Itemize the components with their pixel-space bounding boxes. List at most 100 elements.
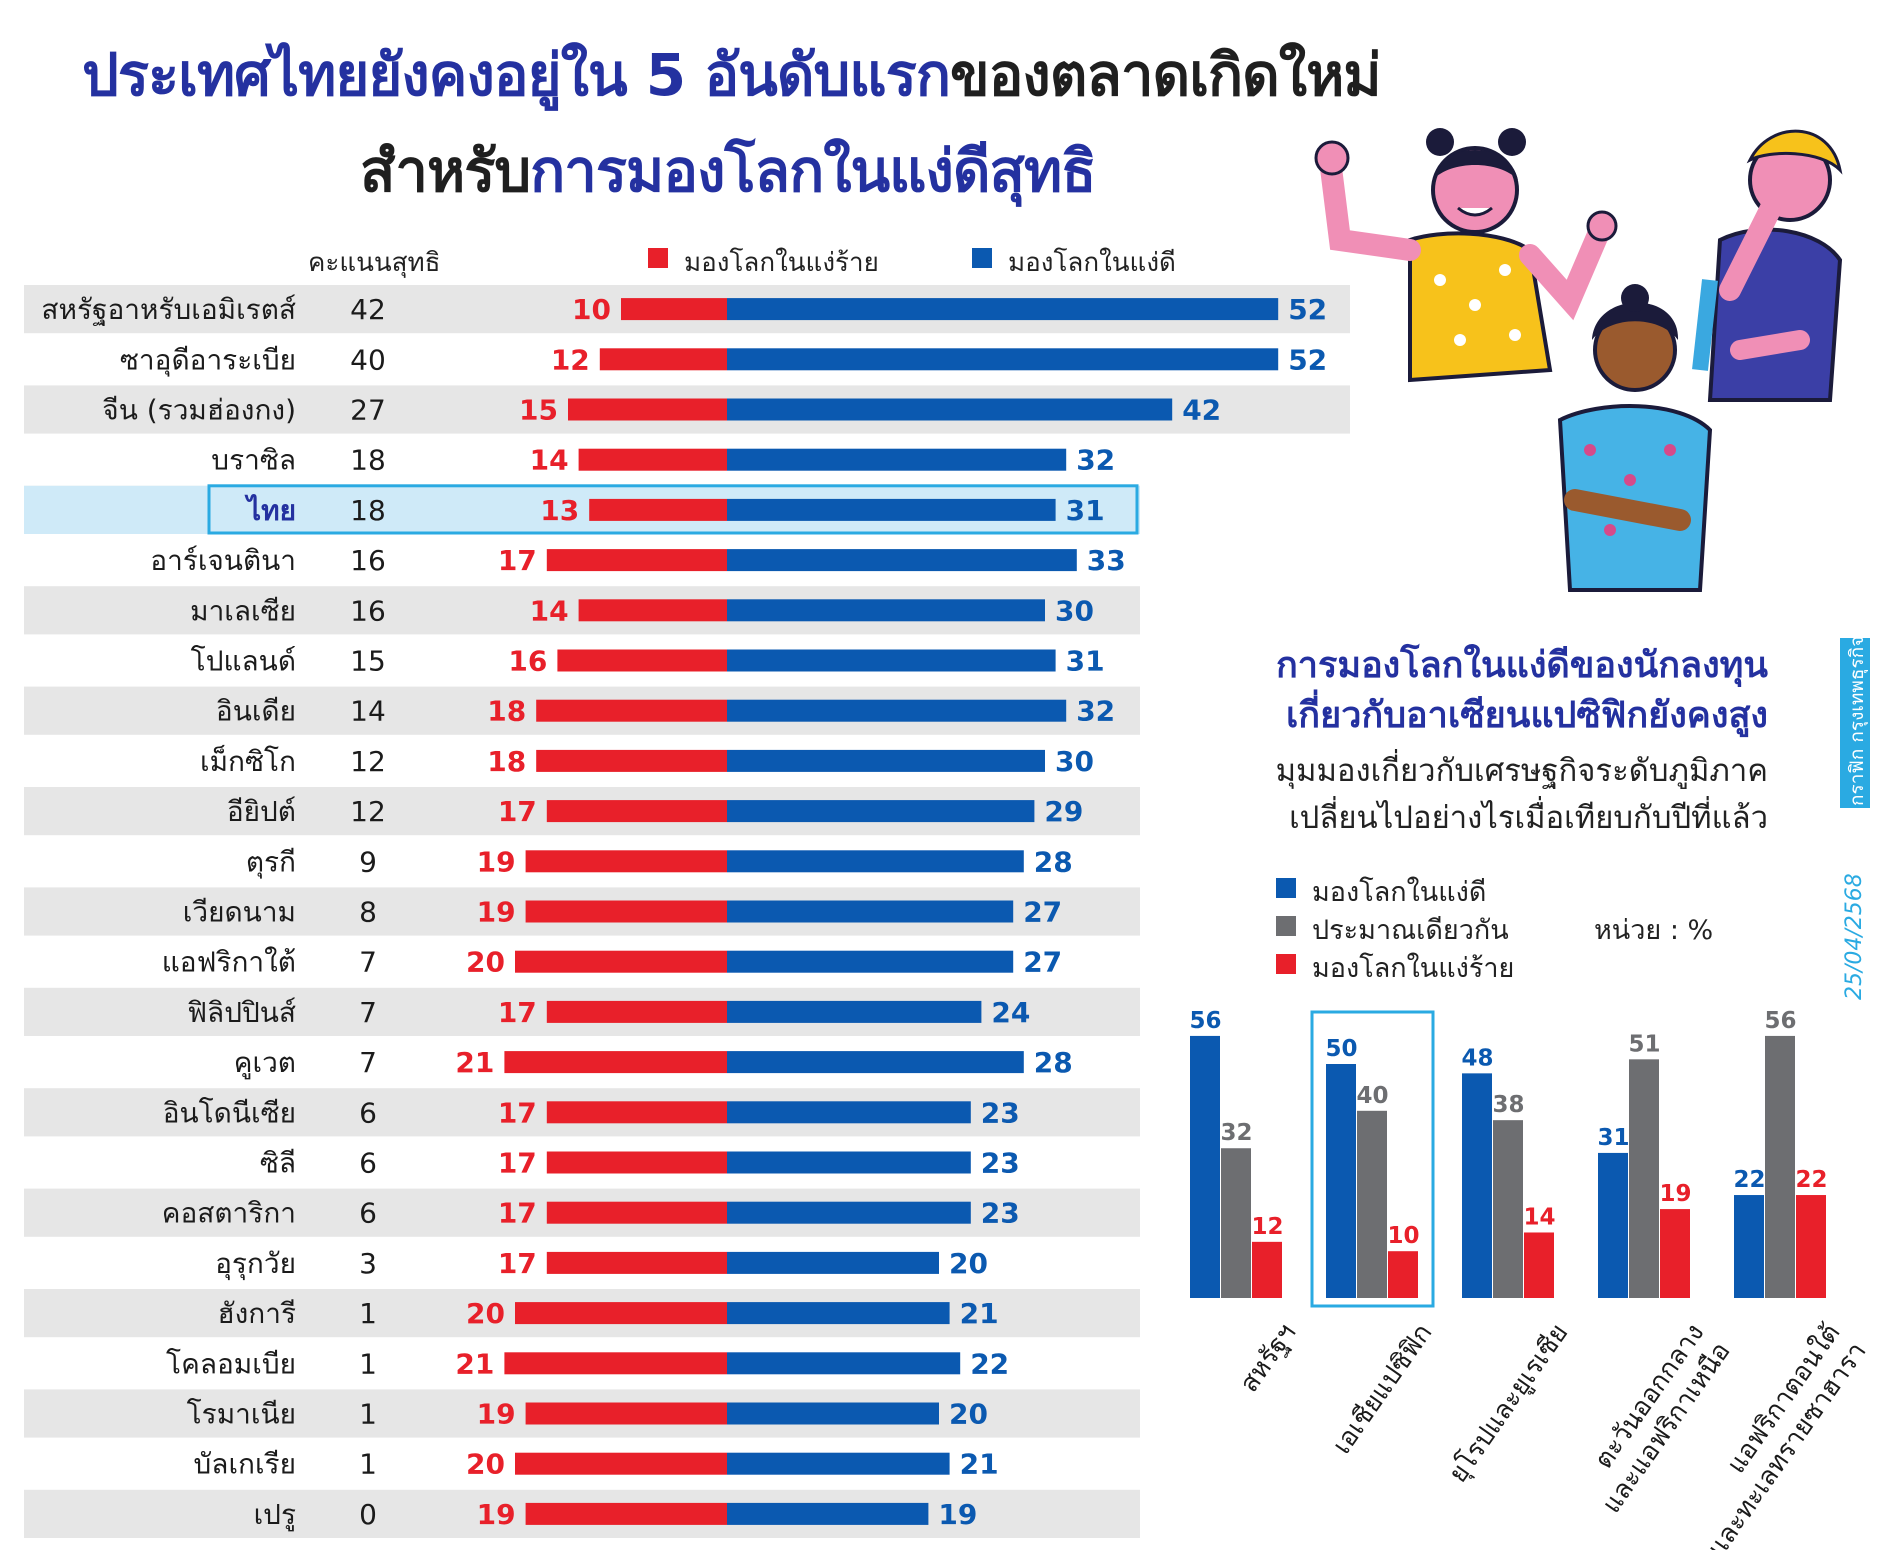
regional-bar	[1493, 1120, 1523, 1298]
country-label: อาร์เจนตินา	[150, 544, 296, 577]
optimistic-bar	[727, 398, 1173, 421]
net-score-value: 1	[359, 1347, 377, 1380]
pessimistic-value-label: 17	[498, 795, 537, 828]
pessimistic-value-label: 14	[530, 444, 569, 477]
pessimistic-value-label: 12	[551, 343, 590, 376]
regional-bar-value: 56	[1764, 1008, 1796, 1034]
country-label: อียิปต์	[227, 795, 296, 828]
net-score-value: 0	[359, 1498, 377, 1531]
pessimistic-value-label: 21	[455, 1046, 494, 1079]
net-score-value: 8	[359, 896, 377, 929]
optimistic-value-label: 30	[1055, 594, 1094, 627]
optimistic-bar	[727, 1151, 971, 1174]
pessimistic-value-label: 18	[487, 745, 526, 778]
pessimistic-bar	[546, 800, 727, 823]
regional-bar	[1357, 1110, 1387, 1298]
pessimistic-value-label: 17	[498, 1096, 537, 1129]
optimistic-value-label: 21	[960, 1297, 999, 1330]
side-credit-badge	[1840, 638, 1870, 808]
legend-optimistic-swatch	[972, 248, 992, 268]
optimistic-bar	[727, 498, 1056, 521]
highlight-row-border	[207, 484, 1139, 535]
country-label: คอสตาริกา	[162, 1197, 296, 1230]
optimistic-value-label: 52	[1288, 343, 1327, 376]
country-label: แอฟริกาใต้	[162, 946, 296, 979]
optimistic-bar	[727, 1452, 950, 1475]
optimistic-bar	[727, 699, 1067, 722]
optimistic-value-label: 29	[1044, 795, 1083, 828]
right-chart-title-line2: เกี่ยวกับอาเซียนแปซิฟิกยังคงสูง	[1286, 695, 1768, 736]
region-label-line: สหรัฐฯ	[1234, 1319, 1302, 1398]
country-label: เม็กซิโก	[200, 744, 296, 778]
country-label: อุรุกวัย	[215, 1247, 296, 1281]
optimistic-bar	[727, 1302, 950, 1325]
optimistic-value-label: 23	[981, 1096, 1020, 1129]
net-score-value: 3	[359, 1247, 377, 1280]
unit-label: หน่วย : %	[1594, 915, 1714, 946]
optimistic-bar	[727, 1000, 982, 1023]
optimistic-value-label: 31	[1066, 494, 1105, 527]
regional-bar	[1221, 1148, 1251, 1298]
pessimistic-value-label: 17	[498, 1147, 537, 1180]
net-score-value: 1	[359, 1448, 377, 1481]
regional-bar	[1598, 1152, 1628, 1298]
pessimistic-bar	[546, 1151, 727, 1174]
legend-optimistic-label: มองโลกในแง่ดี	[1008, 248, 1176, 278]
optimistic-bar	[727, 1502, 929, 1525]
optimistic-bar	[727, 1051, 1024, 1074]
net-score-value: 27	[350, 394, 386, 427]
country-label: ฮังการี	[218, 1297, 296, 1330]
legend-pessimistic-label: มองโลกในแง่ร้าย	[684, 248, 879, 278]
regional-bar	[1388, 1251, 1418, 1298]
optimistic-value-label: 32	[1076, 444, 1115, 477]
main-title2-blue: การมองโลกในแง่ดีสุทธิ	[530, 137, 1096, 205]
country-label: คูเวต	[234, 1046, 296, 1080]
pessimistic-value-label: 20	[466, 1297, 505, 1330]
country-label: โคลอมเบีย	[166, 1347, 296, 1380]
pessimistic-bar	[525, 850, 727, 873]
pessimistic-bar	[546, 1201, 727, 1224]
optimistic-value-label: 27	[1023, 946, 1062, 979]
right-legend-optimistic-label: มองโลกในแง่ดี	[1312, 877, 1487, 908]
optimistic-bar	[727, 950, 1014, 973]
optimistic-value-label: 23	[981, 1147, 1020, 1180]
main-title-dark: ของตลาดเกิดใหม่	[949, 41, 1382, 109]
region-label: ยุโรปและยูเรเซีย	[1442, 1318, 1574, 1488]
optimistic-value-label: 42	[1182, 394, 1221, 427]
optimistic-bar	[727, 298, 1279, 321]
pessimistic-value-label: 20	[466, 946, 505, 979]
pessimistic-bar	[504, 1051, 727, 1074]
regional-bar	[1796, 1195, 1826, 1298]
optimistic-value-label: 24	[991, 996, 1030, 1029]
pessimistic-bar	[621, 298, 727, 321]
country-label: เปรู	[254, 1498, 296, 1532]
optimistic-value-label: 23	[981, 1197, 1020, 1230]
main-title2-dark: สำหรับ	[360, 137, 531, 205]
regional-bar-value: 19	[1659, 1181, 1691, 1207]
pessimistic-bar	[536, 749, 727, 772]
pessimistic-bar	[525, 1402, 727, 1425]
pessimistic-bar	[599, 348, 727, 371]
optimistic-bar	[727, 599, 1045, 622]
regional-bar	[1765, 1035, 1795, 1298]
pessimistic-bar	[578, 448, 727, 471]
pessimistic-value-label: 19	[477, 1398, 516, 1431]
pessimistic-value-label: 17	[498, 1197, 537, 1230]
region-label: เอเชียแปซิฟิก	[1327, 1319, 1438, 1460]
country-label: ไทย	[244, 494, 296, 527]
optimistic-value-label: 19	[938, 1498, 977, 1531]
pessimistic-value-label: 19	[477, 845, 516, 878]
pessimistic-bar	[546, 1000, 727, 1023]
optimistic-bar	[727, 1201, 971, 1224]
country-label: เวียดนาม	[183, 896, 296, 929]
regional-bar-value: 14	[1523, 1204, 1555, 1230]
net-score-value: 9	[359, 845, 377, 878]
optimistic-value-label: 31	[1066, 645, 1105, 678]
main-title-blue: ประเทศไทยยังคงอยู่ใน 5 อันดับแรก	[82, 41, 951, 109]
legend-pessimistic-swatch	[648, 248, 668, 268]
country-label: บัลเกเรีย	[194, 1448, 296, 1481]
regional-bar-value: 12	[1251, 1214, 1283, 1240]
pessimistic-bar	[525, 900, 727, 923]
